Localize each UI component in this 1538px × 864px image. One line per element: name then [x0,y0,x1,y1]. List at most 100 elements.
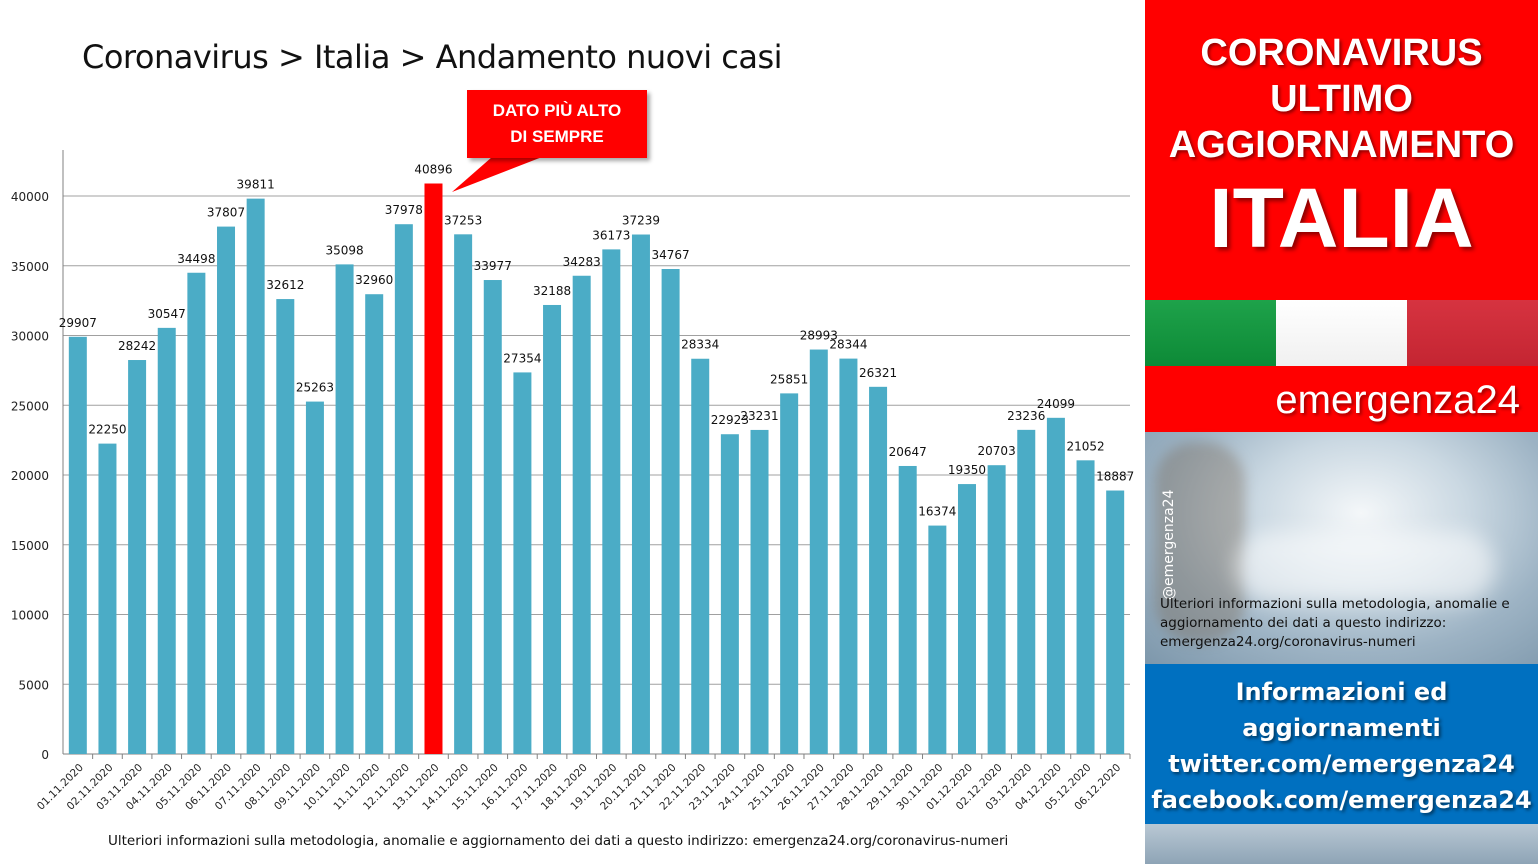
bar [1046,417,1065,754]
bar [157,327,176,754]
data-label: 28993 [800,329,838,343]
bar-chart: 0 5000 10000 15000 20000 25000 30000 35000 40000… [11,150,1135,813]
bar [809,349,828,754]
info-line-1: Informazioni ed [1235,678,1448,706]
y-tick-label: 25000 [11,399,49,413]
data-labels: 29907 22250 28242 30547 34498 37807 39811 32612… [59,163,1135,519]
header-line-1: CORONAVIRUS [1200,32,1483,74]
header-country: ITALIA [1209,171,1474,265]
bar [898,465,917,754]
data-label: 20703 [978,444,1016,458]
sidebar-note: Ulteriori informazioni sulla metodologia… [1160,596,1510,650]
y-tick-label: 0 [41,748,49,762]
bar [631,234,650,755]
data-label: 33977 [474,259,512,273]
y-tick-label: 35000 [11,260,49,274]
flag-green-stripe [1145,300,1276,366]
data-label: 37807 [207,206,245,220]
highest-value-callout: DATO PIÙ ALTO DI SEMPRE [467,90,647,158]
y-tick-label: 40000 [11,190,49,204]
bar [513,372,532,754]
data-label: 37978 [385,203,423,217]
bar [928,525,947,754]
data-label: 25263 [296,381,334,395]
data-label: 28334 [681,338,719,352]
data-label: 18887 [1096,470,1134,484]
brand-bar: emergenza24 [1145,366,1538,432]
bar [780,393,799,754]
bar [68,336,87,754]
y-tick-label: 30000 [11,330,49,344]
data-label: 32612 [266,278,304,292]
twitter-link[interactable]: twitter.com/emergenza24 [1168,750,1515,778]
data-label: 35098 [325,243,363,257]
sidebar-header: CORONAVIRUS ULTIMO AGGIORNAMENTO ITALIA [1145,0,1538,300]
header-line-2: ULTIMO [1270,78,1413,120]
bar [98,443,117,754]
data-label: 34767 [652,248,690,262]
info-box: Informazioni ed aggiornamenti twitter.co… [1145,664,1538,824]
grid-lines [63,195,1130,685]
data-label: 36173 [592,228,630,242]
data-label: 22923 [711,413,749,427]
social-handle: @emergenza24 [1159,460,1179,601]
brand-name: emergenza24 [1275,378,1520,422]
data-label: 27354 [503,351,541,365]
flag-red-stripe [1407,300,1538,366]
bar [987,465,1006,754]
chart-area: 0 5000 10000 15000 20000 25000 30000 35000 40000… [10,38,1135,849]
bar [246,198,265,755]
axes [62,150,1131,759]
data-label: 32188 [533,284,571,298]
bar [365,294,384,754]
bar [394,224,413,754]
social-handle-text: @emergenza24 [1161,489,1177,601]
bar [276,299,295,754]
footnote: Ulteriori informazioni sulla metodologia… [108,833,1009,849]
data-label: 37239 [622,214,660,228]
y-tick-label: 15000 [11,539,49,553]
bar [691,358,710,754]
sidebar: CORONAVIRUS ULTIMO AGGIORNAMENTO ITALIA … [1145,0,1538,864]
bar [1017,429,1036,754]
data-label: 37253 [444,213,482,227]
italian-flag-icon [1145,300,1538,366]
facebook-link[interactable]: facebook.com/emergenza24 [1151,786,1532,814]
page-title: Coronavirus > Italia > Andamento nuovi c… [82,38,783,76]
data-label: 29907 [59,316,97,330]
flag-white-stripe [1276,300,1407,366]
y-tick-label: 10000 [11,609,49,623]
bar [1076,460,1095,754]
bar [661,269,680,754]
x-tick-labels: 01.11.202002.11.202003.11.202004.11.2020… [35,762,1123,813]
bar [1106,490,1125,754]
bar [335,264,354,754]
data-label: 34283 [563,255,601,269]
callout-line-2: DI SEMPRE [510,127,604,146]
callout-line-1: DATO PIÙ ALTO [492,101,622,120]
bar [602,249,621,754]
photo-detail [1235,532,1495,602]
data-label: 28242 [118,339,156,353]
info-line-2: aggiornamenti [1242,714,1441,742]
data-label: 24099 [1037,397,1075,411]
bar [483,280,502,754]
data-label: 28344 [829,338,867,352]
data-label: 26321 [859,366,897,380]
y-tick-labels: 0 5000 10000 15000 20000 25000 30000 35000 40000 [11,190,49,762]
bars [68,183,1125,755]
header-line-3: AGGIORNAMENTO [1168,124,1515,166]
bar [750,429,769,754]
bar [572,275,591,754]
y-tick-label: 20000 [11,469,49,483]
data-label: 25851 [770,372,808,386]
y-tick-label: 5000 [18,678,49,692]
data-label: 32960 [355,273,393,287]
bar [839,358,858,754]
bottom-photo-strip [1145,824,1538,864]
data-label: 30547 [148,307,186,321]
data-label: 39811 [237,178,275,192]
bar [957,484,976,754]
data-label: 34498 [177,252,215,266]
bar-highlight [424,183,443,754]
